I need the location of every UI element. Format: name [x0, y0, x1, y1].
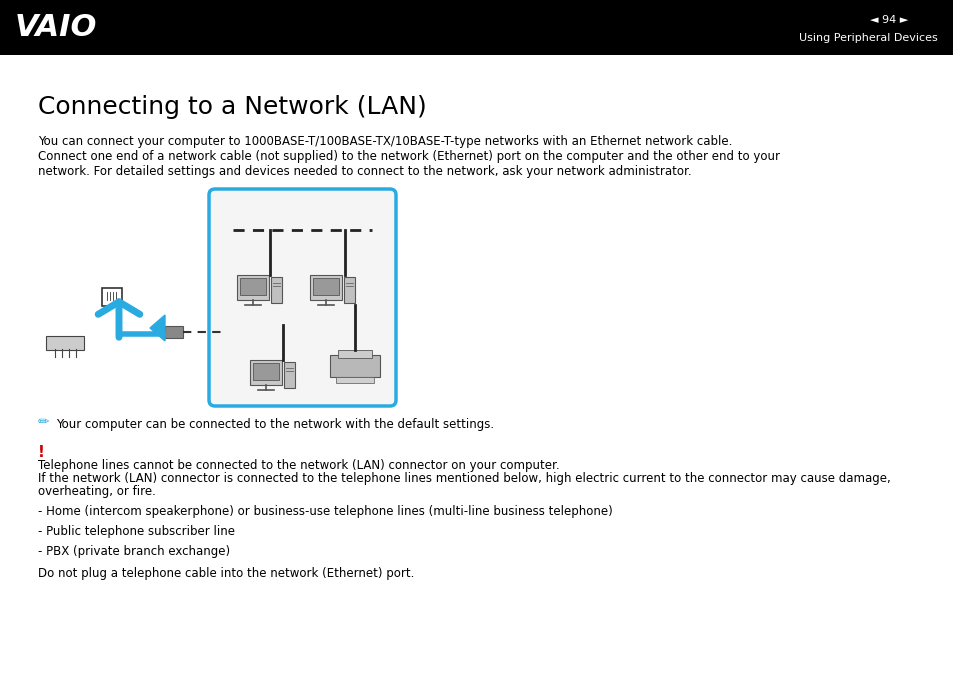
FancyBboxPatch shape [284, 362, 294, 388]
FancyBboxPatch shape [250, 360, 282, 385]
Text: - Home (intercom speakerphone) or business-use telephone lines (multi-line busin: - Home (intercom speakerphone) or busine… [38, 505, 612, 518]
Text: - PBX (private branch exchange): - PBX (private branch exchange) [38, 545, 230, 558]
Text: Your computer can be connected to the network with the default settings.: Your computer can be connected to the ne… [56, 418, 494, 431]
FancyBboxPatch shape [253, 363, 278, 380]
Text: You can connect your computer to 1000BASE-T/100BASE-TX/10BASE-T-type networks wi: You can connect your computer to 1000BAS… [38, 135, 732, 148]
FancyBboxPatch shape [310, 275, 341, 300]
Text: ◄ 94 ►: ◄ 94 ► [869, 15, 907, 25]
FancyBboxPatch shape [0, 0, 953, 55]
Text: ✏: ✏ [38, 415, 50, 429]
Text: VAIO: VAIO [15, 13, 97, 42]
Text: Connect one end of a network cable (not supplied) to the network (Ethernet) port: Connect one end of a network cable (not … [38, 150, 780, 163]
Text: Telephone lines cannot be connected to the network (LAN) connector on your compu: Telephone lines cannot be connected to t… [38, 459, 559, 472]
FancyBboxPatch shape [209, 189, 395, 406]
FancyBboxPatch shape [330, 355, 379, 377]
FancyBboxPatch shape [46, 336, 84, 350]
FancyBboxPatch shape [271, 277, 282, 303]
FancyBboxPatch shape [344, 277, 355, 303]
Text: Using Peripheral Devices: Using Peripheral Devices [799, 33, 937, 43]
Polygon shape [150, 315, 165, 341]
FancyBboxPatch shape [102, 288, 122, 306]
Text: Do not plug a telephone cable into the network (Ethernet) port.: Do not plug a telephone cable into the n… [38, 567, 414, 580]
Text: Connecting to a Network (LAN): Connecting to a Network (LAN) [38, 95, 426, 119]
Text: If the network (LAN) connector is connected to the telephone lines mentioned bel: If the network (LAN) connector is connec… [38, 472, 890, 485]
FancyBboxPatch shape [236, 275, 269, 300]
Text: !: ! [38, 445, 45, 460]
Text: - Public telephone subscriber line: - Public telephone subscriber line [38, 525, 234, 538]
Text: overheating, or fire.: overheating, or fire. [38, 485, 155, 498]
FancyBboxPatch shape [337, 350, 372, 358]
FancyBboxPatch shape [313, 278, 338, 295]
FancyBboxPatch shape [335, 377, 374, 383]
Text: network. For detailed settings and devices needed to connect to the network, ask: network. For detailed settings and devic… [38, 165, 691, 178]
FancyBboxPatch shape [240, 278, 266, 295]
FancyBboxPatch shape [165, 326, 183, 338]
